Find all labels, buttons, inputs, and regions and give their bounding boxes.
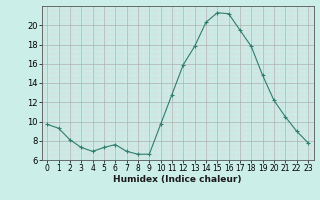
X-axis label: Humidex (Indice chaleur): Humidex (Indice chaleur) [113,175,242,184]
